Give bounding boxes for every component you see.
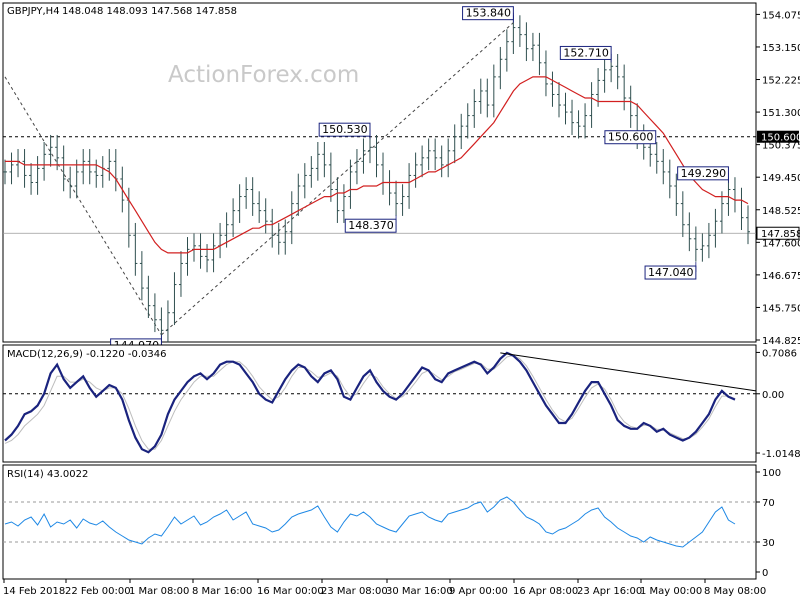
macd-trend-line: [500, 352, 757, 392]
x-axis: 14 Feb 2018 22 Feb 00:001 Mar 08:00 8 Mar …: [3, 579, 766, 597]
price-y-tick-label: 153.150: [762, 43, 800, 54]
watermark: ActionForex.com: [168, 62, 359, 88]
rsi-y-tick-label: 70: [762, 498, 775, 509]
rsi-marks: [3, 496, 756, 548]
callout-label: 147.040: [648, 266, 694, 279]
x-tick-label: 1 May 00:00: [640, 586, 702, 597]
price-y-tick-label: 151.300: [762, 108, 800, 119]
price-y-tick-label: 154.075: [762, 10, 800, 21]
callout-label: 150.600: [608, 131, 654, 144]
ohlc-header: 148.048 148.093 147.568 147.858: [62, 6, 237, 17]
callout-box: [559, 45, 612, 60]
x-tick-label: 30 Mar 16:00: [386, 586, 453, 597]
price-y-tick-label: 146.675: [762, 271, 800, 282]
x-tick-label: 22 Feb 00:00: [65, 586, 131, 597]
callout-label: 149.290: [681, 167, 727, 180]
callout-box: [604, 130, 657, 145]
macd-signal-line: [4, 354, 736, 450]
macd-panel: MACD(12,26,9) -0.1220 -0.0346 0.7086 0.00…: [2, 344, 800, 463]
x-tick-label: 8 Mar 16:00: [192, 586, 252, 597]
macd-y-tick-label: 0.00: [762, 390, 784, 401]
level-line-tag-label: 150.600: [761, 133, 800, 144]
callout-label: 150.530: [322, 123, 368, 136]
macd-label: MACD(12,26,9) -0.1220 -0.0346: [7, 349, 167, 360]
price-y-tick-label: 149.450: [762, 173, 800, 184]
macd-marks: [3, 351, 757, 454]
price-y-axis: 154.075 153.150 152.225 151.300 150.375 149.4…: [756, 10, 800, 347]
price-y-tick-label: 150.375: [762, 141, 800, 152]
x-tick-label: 9 Apr 00:00: [449, 586, 508, 597]
macd-y-tick-label: -1.0148: [762, 449, 800, 460]
callout-box: [318, 122, 371, 137]
rsi-y-tick-label: 30: [762, 538, 775, 549]
price-y-tick-label: 148.525: [762, 206, 800, 217]
trend-line-down: [4, 76, 162, 336]
moving-average-line: [5, 76, 749, 254]
x-tick-label: 16 Mar 00:00: [257, 586, 324, 597]
price-y-tick-label: 145.750: [762, 303, 800, 314]
price-marks: 144.970150.530148.370153.840152.710150.6…: [3, 6, 756, 353]
macd-line: [4, 351, 736, 454]
x-tick-label: 8 May 08:00: [704, 586, 766, 597]
price-panel: GBPJPY,H4 148.048 148.093 147.568 147.85…: [2, 2, 800, 353]
x-tick-label: 16 Apr 08:00: [513, 586, 578, 597]
price-y-tick-label: 147.600: [762, 238, 800, 249]
callout-box: [644, 265, 697, 280]
callout-box: [462, 6, 514, 21]
x-tick-label: 23 Mar 08:00: [321, 586, 388, 597]
callout-label: 152.710: [563, 46, 609, 59]
x-tick-label: 14 Feb 2018: [3, 586, 65, 597]
price-y-tick-label: 152.225: [762, 76, 800, 87]
callout-box: [677, 166, 729, 181]
rsi-y-tick-label: 0: [762, 568, 768, 579]
current-price-tag: [756, 226, 800, 240]
macd-y-axis: 0.7086 0.00 -1.0148: [756, 348, 800, 460]
macd-y-tick-label: 0.7086: [762, 348, 797, 359]
callout-box: [344, 218, 397, 233]
rsi-line: [4, 496, 736, 548]
x-tick-label: 1 Mar 08:00: [129, 586, 189, 597]
current-price-tag-label: 147.858: [761, 229, 800, 240]
rsi-y-axis: 100 70 30 0: [756, 468, 781, 579]
price-y-tick-label: 144.825: [762, 336, 800, 347]
x-tick-label: 23 Apr 16:00: [577, 586, 642, 597]
rsi-panel: RSI(14) 43.0022 100 70 30 0: [2, 464, 781, 580]
rsi-label: RSI(14) 43.0022: [7, 469, 88, 480]
callout-label: 153.840: [466, 7, 512, 20]
level-line-tag: [757, 130, 799, 143]
callout-label: 148.370: [348, 219, 394, 232]
rsi-y-tick-label: 100: [762, 468, 781, 479]
symbol-header: GBPJPY,H4: [7, 6, 60, 17]
